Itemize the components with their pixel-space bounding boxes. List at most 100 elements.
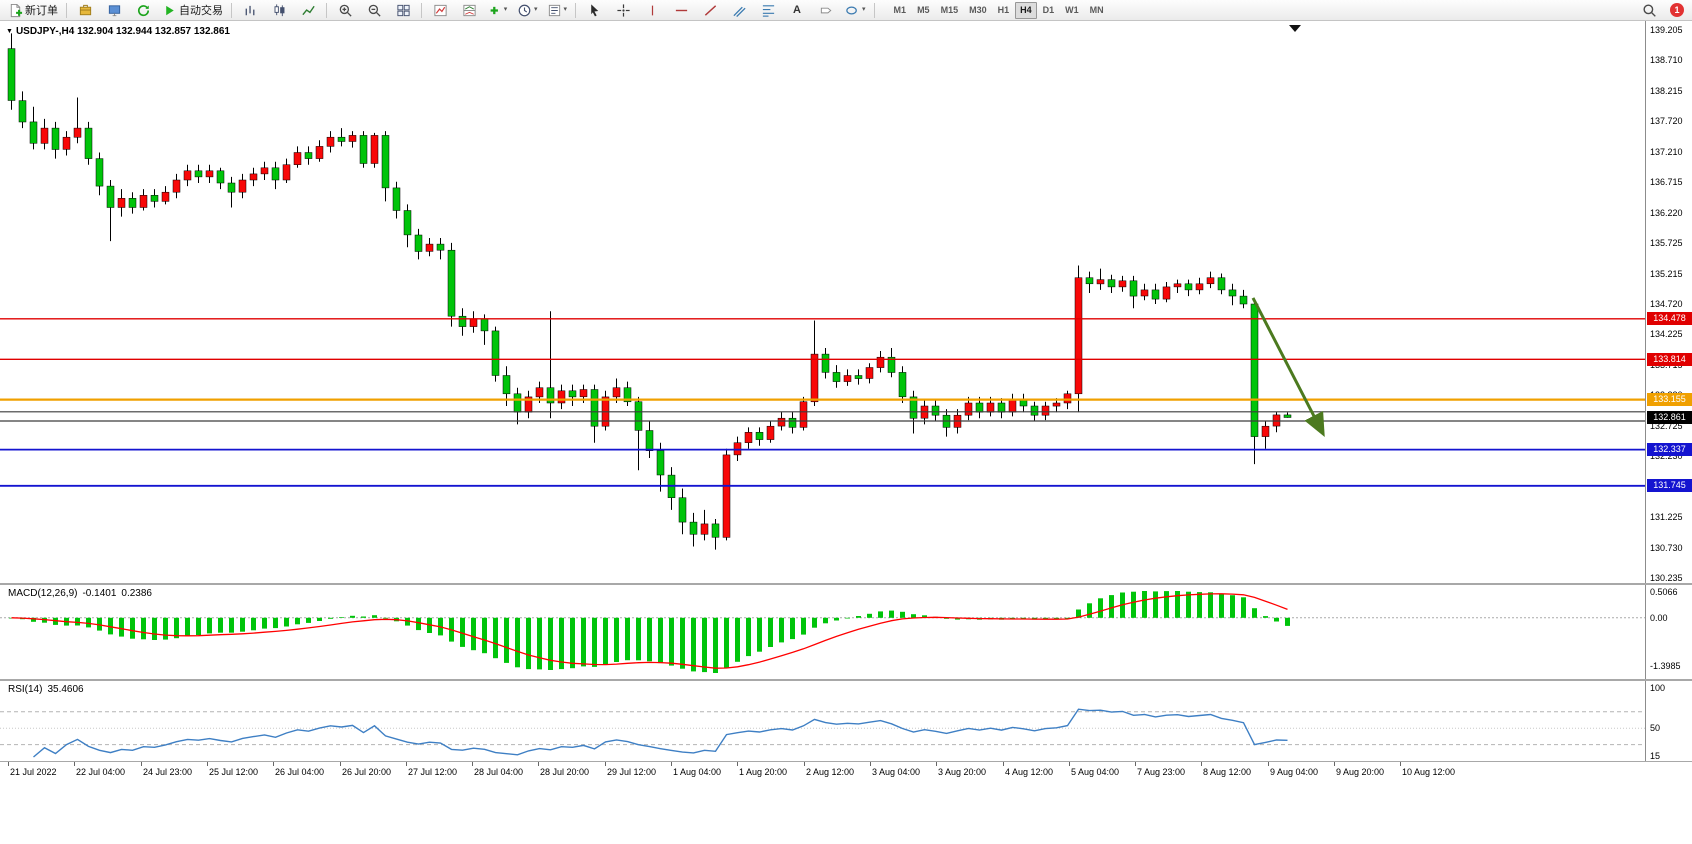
zoom-out-button[interactable] [360,0,388,20]
trendline-icon [704,4,716,16]
pane-separator[interactable] [0,679,1692,681]
indicator-window-button[interactable] [455,0,483,20]
rsi-axis-label: 100 [1650,683,1666,693]
timeframe-button-h1[interactable]: H1 [997,4,1010,15]
search-button[interactable] [1635,0,1663,20]
price-axis-label: 138.215 [1650,85,1683,96]
symbol-ohlc-title: USDJPY-,H4 132.904 132.944 132.857 132.8… [15,26,230,37]
time-axis-label: 1 Aug 20:00 [739,767,788,777]
notification-badge[interactable]: 1 [1670,3,1684,17]
price-level-tag[interactable]: 131.745 [1647,479,1692,492]
price-level-tag[interactable]: 133.155 [1647,393,1692,406]
timeframe-button-mn[interactable]: MN [1089,4,1104,15]
time-axis-tick [936,762,937,766]
chevron-down-icon: ▾ [862,6,866,13]
price-axis-label: 135.725 [1650,238,1683,249]
price-axis-label: 130.235 [1650,573,1683,583]
price-axis-label: 139.205 [1650,25,1683,35]
macd-axis-zero-label: 0.00 [1650,613,1668,623]
time-axis-label: 2 Aug 12:00 [806,767,855,777]
clock-icon [518,4,531,16]
time-axis-tick [472,762,473,766]
time-axis-label: 5 Aug 04:00 [1071,767,1120,777]
chart-title: ▼ USDJPY-,H4 132.904 132.944 132.857 132… [6,26,230,37]
price-axis-label: 137.210 [1650,146,1683,157]
macd-axis-bottom-label: -1.3985 [1650,661,1681,671]
rsi-axis-label: 50 [1650,723,1661,733]
market-watch-button[interactable] [100,0,128,20]
rsi-axis[interactable]: 100 50 15 [1645,681,1692,761]
time-axis-tick [340,762,341,766]
text-tool-icon: A [793,4,801,16]
toolbar-separator [575,2,577,18]
price-axis-label: 137.720 [1650,116,1683,127]
bars-chart-button[interactable] [236,0,264,20]
macd-axis[interactable]: 0.5066 0.00 -1.3985 [1645,585,1692,679]
time-axis[interactable]: 21 Jul 2022 22 Jul 04:00 24 Jul 23:00 25 Ju… [0,762,1692,782]
time-axis-label: 10 Aug 12:00 [1402,767,1456,777]
time-axis-label: 9 Aug 04:00 [1270,767,1319,777]
rsi-pane[interactable] [0,681,1645,761]
search-icon [1642,3,1656,17]
main-chart-pane[interactable]: ▼ USDJPY-,H4 132.904 132.944 132.857 132… [0,21,1645,583]
time-axis-label: 22 Jul 04:00 [76,767,126,777]
tile-windows-button[interactable] [389,0,417,20]
timeframe-button-m1[interactable]: M1 [893,4,907,15]
auto-trading-button[interactable]: 自动交易 [158,0,227,20]
vertical-line-button[interactable] [638,0,666,20]
time-axis-label: 1 Aug 04:00 [673,767,722,777]
timeframe-button-w1[interactable]: W1 [1065,4,1079,15]
candles-chart-button[interactable] [265,0,293,20]
label-tag-icon [820,7,831,13]
one-click-trading-icon[interactable]: ▼ [6,28,13,35]
text-tool-button[interactable]: A [783,0,811,20]
timeframe-button-m5[interactable]: M5 [917,4,930,15]
indicator-window-icon [462,4,476,16]
line-chart-button[interactable] [294,0,322,20]
time-axis-tick [74,762,75,766]
chevron-down-icon: ▾ [503,6,508,13]
trendline-button[interactable] [696,0,724,20]
candlestick-chart[interactable] [0,21,1645,583]
timeframe-button-m15[interactable]: M15 [940,4,959,15]
new-order-button[interactable]: 新订单 [4,0,62,20]
tile-windows-icon [396,4,410,16]
time-axis-tick [1003,762,1004,766]
time-axis-tick [1069,762,1070,766]
price-level-tag[interactable]: 133.814 [1647,353,1692,366]
add-indicator-dropdown[interactable]: ▾ [484,0,512,20]
channel-button[interactable] [725,0,753,20]
macd-pane[interactable] [0,585,1645,679]
timeframe-button-m30[interactable]: M30 [969,4,987,15]
macd-value-main: -0.1401 [82,588,117,599]
price-level-tag[interactable]: 132.337 [1647,443,1692,456]
cursor-button[interactable] [580,0,608,20]
price-level-tag[interactable]: 132.861 [1647,411,1692,424]
fibonacci-button[interactable] [754,0,782,20]
editor-button[interactable] [71,0,99,20]
zoom-in-button[interactable] [331,0,359,20]
timeframe-group: M1 M5 M15 M30 H1 H4 D1 W1 MN [889,1,1109,19]
price-axis-label: 134.720 [1650,299,1683,309]
timeframe-button-h4[interactable]: H4 [1015,1,1037,19]
time-axis-tick [8,762,9,766]
price-axis[interactable]: 139.205 138.710 138.215 137.720 137.210 136.7… [1645,21,1692,583]
refresh-button[interactable] [129,0,157,20]
time-axis-tick [605,762,606,766]
price-axis-label: 138.710 [1650,55,1683,66]
refresh-icon [137,4,149,16]
price-level-tag[interactable]: 134.478 [1647,312,1692,325]
timeframe-button-d1[interactable]: D1 [1042,4,1055,15]
price-axis-label: 132.725 [1650,420,1683,431]
time-axis-tick [1334,762,1335,766]
label-tool-button[interactable] [812,0,840,20]
indicators-button[interactable] [426,0,454,20]
time-axis-label: 7 Aug 23:00 [1137,767,1186,777]
shapes-dropdown[interactable]: ▾ [841,0,870,20]
add-indicator-icon [490,6,498,14]
horizontal-line-button[interactable] [667,0,695,20]
crosshair-button[interactable] [609,0,637,20]
pane-separator[interactable] [0,583,1692,585]
periods-dropdown[interactable]: ▾ [513,0,542,20]
templates-dropdown[interactable]: ▾ [543,0,572,20]
